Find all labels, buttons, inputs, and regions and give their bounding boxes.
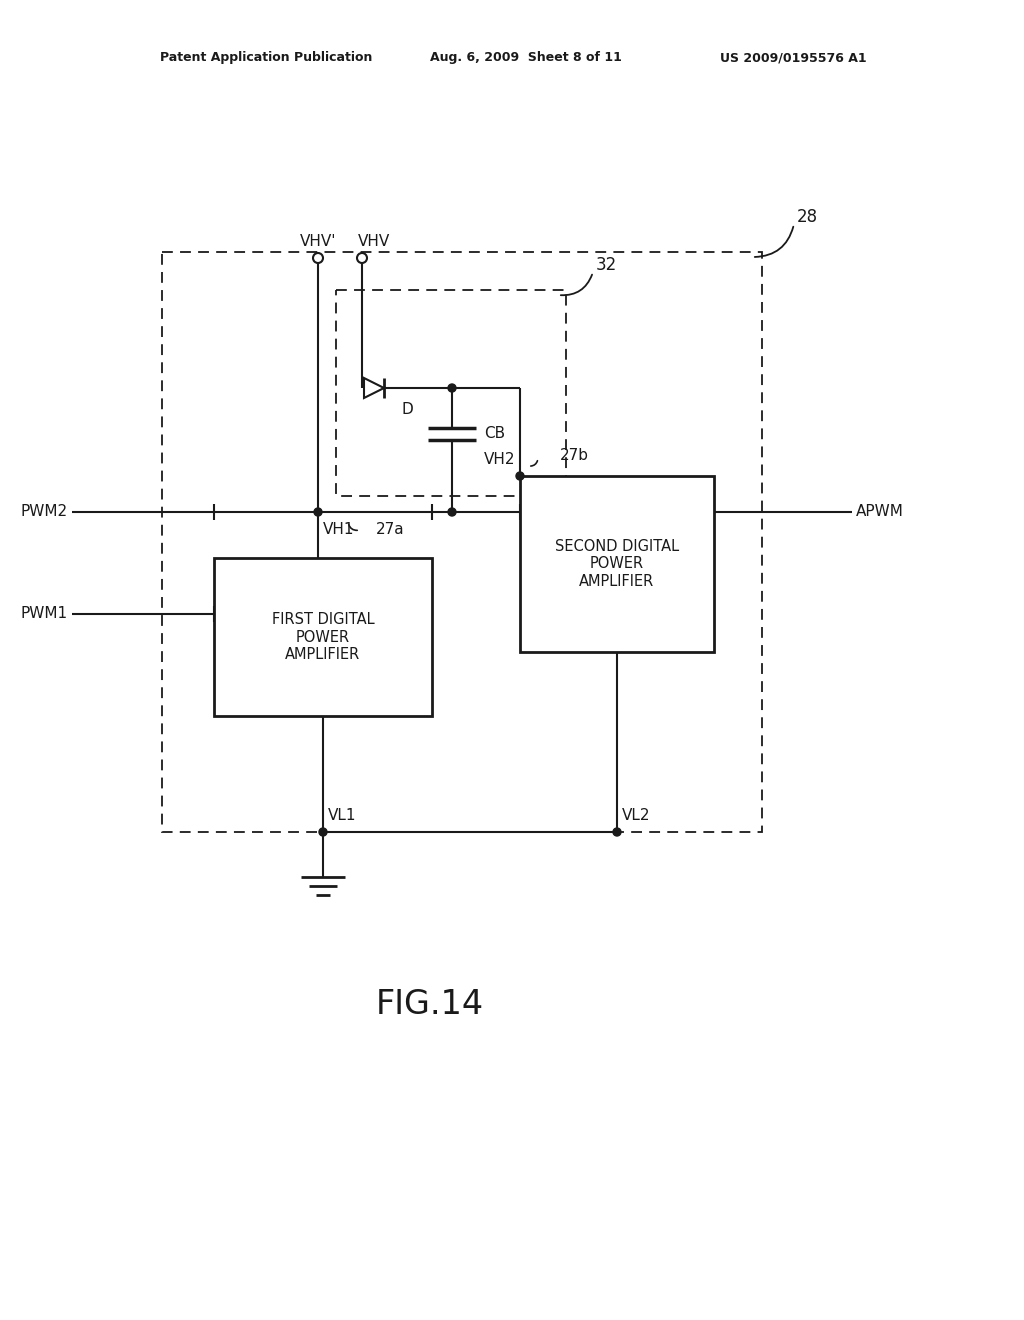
Text: 28: 28: [797, 209, 818, 226]
Text: VL1: VL1: [328, 808, 356, 824]
Text: VL2: VL2: [622, 808, 650, 824]
Bar: [214, 558, 432, 715]
Text: D: D: [401, 403, 413, 417]
Text: VH1: VH1: [323, 523, 354, 537]
Text: VHV': VHV': [300, 235, 336, 249]
Text: VH2: VH2: [483, 453, 515, 467]
Circle shape: [314, 508, 322, 516]
Circle shape: [613, 828, 621, 836]
Circle shape: [516, 473, 524, 480]
Text: FIRST DIGITAL
POWER
AMPLIFIER: FIRST DIGITAL POWER AMPLIFIER: [271, 612, 375, 661]
Circle shape: [319, 828, 327, 836]
Text: CB: CB: [484, 426, 505, 441]
Text: PWM2: PWM2: [20, 504, 68, 520]
Text: Patent Application Publication: Patent Application Publication: [160, 51, 373, 65]
Circle shape: [449, 384, 456, 392]
Text: FIG.14: FIG.14: [376, 989, 484, 1022]
Text: VHV: VHV: [357, 235, 390, 249]
Text: US 2009/0195576 A1: US 2009/0195576 A1: [720, 51, 866, 65]
Text: Aug. 6, 2009  Sheet 8 of 11: Aug. 6, 2009 Sheet 8 of 11: [430, 51, 622, 65]
Text: PWM1: PWM1: [20, 606, 68, 622]
Text: 32: 32: [596, 256, 617, 275]
Text: 27a: 27a: [376, 523, 404, 537]
Polygon shape: [364, 378, 384, 399]
Circle shape: [449, 508, 456, 516]
Text: SECOND DIGITAL
POWER
AMPLIFIER: SECOND DIGITAL POWER AMPLIFIER: [555, 539, 679, 589]
Text: 27b: 27b: [560, 449, 589, 463]
Text: APWM: APWM: [856, 504, 904, 520]
Bar: [520, 477, 714, 652]
